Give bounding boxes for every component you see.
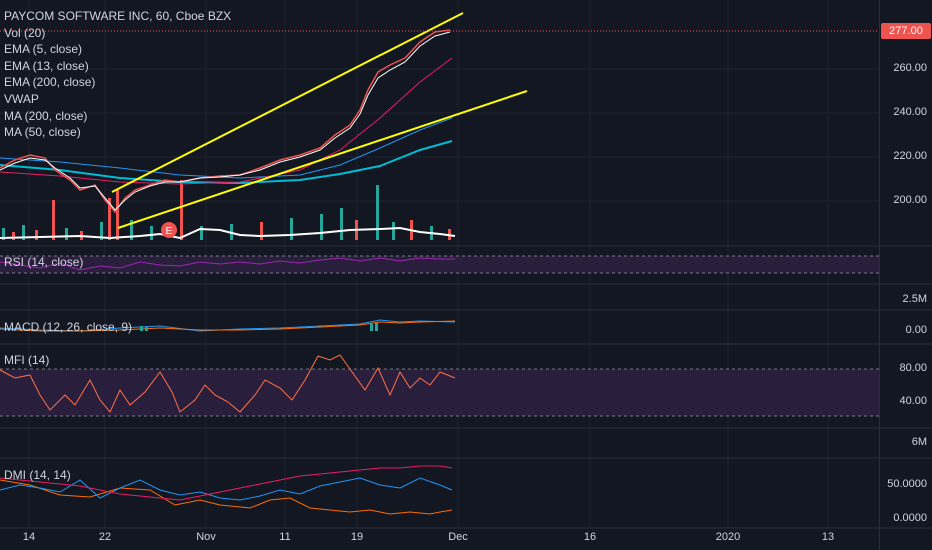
price-axis[interactable]: 260.00 240.00 220.00 200.00 2.5M 0.00 80…	[879, 0, 932, 550]
chart-legend: PAYCOM SOFTWARE INC, 60, Cboe BZX Vol (2…	[4, 8, 231, 141]
symbol-header[interactable]: PAYCOM SOFTWARE INC, 60, Cboe BZX	[4, 9, 232, 23]
time-tick: 22	[98, 531, 112, 543]
indicator-ema5[interactable]: EMA (5, close)	[4, 42, 83, 57]
time-tick: 16	[583, 531, 597, 543]
earnings-marker-label: E	[166, 226, 173, 237]
dmi-tick: 50.0000	[887, 478, 927, 490]
dmi-pane-label[interactable]: DMI (14, 14)	[4, 468, 71, 482]
upper-trendline[interactable]	[111, 12, 464, 193]
lower-trendline[interactable]	[117, 90, 528, 229]
time-tick: Nov	[196, 531, 216, 543]
axis-settings-corner[interactable]	[879, 530, 932, 550]
macd-histogram	[140, 323, 378, 331]
volume-tick: 2.5M	[902, 293, 927, 305]
indicator-ma200[interactable]: MA (200, close)	[4, 108, 88, 123]
pane-separators	[0, 245, 932, 529]
ma200-line	[0, 140, 453, 185]
rsi-pane-label[interactable]: RSI (14, close)	[4, 255, 84, 269]
mfi-line	[0, 354, 456, 413]
time-tick: 13	[821, 531, 835, 543]
dmi-adx-line	[0, 479, 453, 515]
indicator-ema200[interactable]: EMA (200, close)	[4, 75, 96, 90]
time-tick: 11	[279, 531, 291, 543]
ema5-line	[0, 31, 451, 211]
price-tick: 260.00	[893, 62, 927, 74]
rsi-band	[0, 256, 879, 273]
indicator-ma50[interactable]: MA (50, close)	[4, 125, 81, 140]
indicator-vwap[interactable]: VWAP	[4, 91, 39, 106]
current-price-badge: 277.00	[881, 23, 931, 39]
macd-pane-label[interactable]: MACD (12, 26, close, 9)	[4, 320, 133, 334]
price-tick: 220.00	[893, 150, 927, 162]
dmi-tick: 0.0000	[893, 512, 927, 524]
price-tick: 240.00	[893, 106, 927, 118]
mfi-tick: 40.00	[899, 395, 927, 407]
price-tick: 200.00	[893, 194, 927, 206]
mfi-volume-tick: 6M	[911, 436, 927, 448]
mfi-tick: 80.00	[899, 362, 927, 374]
horizontal-gridlines	[0, 68, 879, 202]
mfi-band	[0, 369, 879, 416]
macd-signal-line	[0, 320, 456, 332]
time-tick: 19	[350, 531, 364, 543]
macd-tick: 0.00	[905, 324, 927, 336]
earnings-marker-circle[interactable]	[161, 222, 177, 238]
indicator-vol[interactable]: Vol (20)	[4, 25, 46, 40]
mfi-pane-label[interactable]: MFI (14)	[4, 353, 50, 367]
vwap-line	[0, 226, 456, 240]
ema200-line	[0, 57, 453, 185]
time-tick: Dec	[448, 531, 468, 543]
dmi-plus-line	[0, 477, 453, 501]
indicator-ema13[interactable]: EMA (13, close)	[4, 58, 89, 73]
dmi-minus-line	[0, 465, 453, 501]
time-tick: 14	[22, 531, 36, 543]
time-tick: 2020	[715, 531, 741, 543]
rsi-line	[0, 257, 455, 271]
